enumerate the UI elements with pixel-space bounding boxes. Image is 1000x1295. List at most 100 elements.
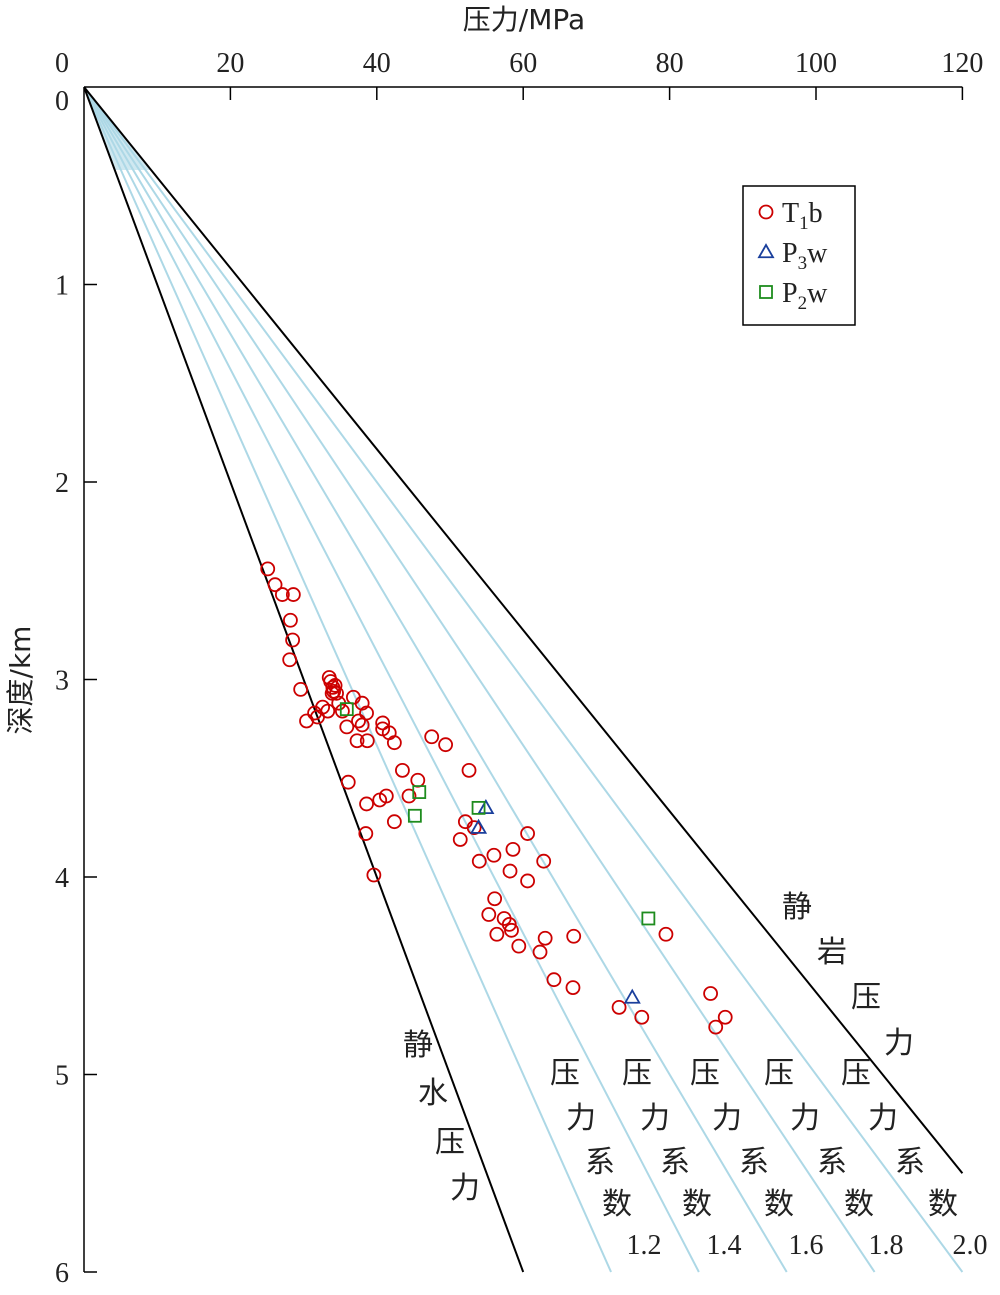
data-point-T1b xyxy=(438,737,454,753)
y-tick-label-0: 0 xyxy=(55,86,69,117)
lithostatic-label-char: 岩 xyxy=(817,935,847,970)
data-point-P3w xyxy=(623,988,641,1004)
coefficient-line-1.8 xyxy=(84,86,876,1273)
legend-label-P2w: P2w xyxy=(782,278,828,314)
coefficient-line-1.6 xyxy=(84,86,788,1273)
data-point-T1b xyxy=(267,577,283,593)
y-tick-label: 6 xyxy=(55,1258,69,1289)
data-point-T1b xyxy=(717,1009,733,1025)
coefficient-value-label: 1.6 xyxy=(789,1230,824,1261)
data-point-T1b xyxy=(566,928,582,944)
x-tick-label: 80 xyxy=(656,48,684,79)
x-tick-label: 20 xyxy=(216,48,244,79)
data-point-T1b xyxy=(504,922,519,938)
x-tick-label: 0 xyxy=(55,48,69,79)
coefficient-label-char: 数 xyxy=(844,1187,874,1222)
data-point-T1b xyxy=(487,891,503,907)
y-axis-title: 深度/km xyxy=(4,626,37,735)
data-point-T1b xyxy=(565,980,581,995)
x-tick-label: 100 xyxy=(795,48,837,79)
data-point-T1b xyxy=(324,685,340,701)
coefficient-label-char: 压 xyxy=(690,1056,720,1091)
coefficient-label-char: 系 xyxy=(585,1145,615,1180)
data-point-T1b xyxy=(293,681,309,697)
coefficient-label-char: 系 xyxy=(739,1145,769,1180)
coefficient-label-char: 力 xyxy=(712,1101,742,1136)
legend-label-P3w: P3w xyxy=(782,238,828,274)
hydrostatic-label-char: 力 xyxy=(450,1171,480,1206)
coefficient-line-1.4 xyxy=(84,86,700,1273)
y-tick-label: 2 xyxy=(55,468,69,499)
y-tick-label: 1 xyxy=(55,271,69,302)
data-point-T1b xyxy=(461,762,477,778)
coefficient-value-label: 1.2 xyxy=(627,1230,662,1261)
data-point-P2w xyxy=(641,911,656,926)
coefficient-value-label: 1.4 xyxy=(707,1230,742,1261)
data-point-T1b xyxy=(349,733,365,749)
legend-marker-T1b xyxy=(758,204,774,220)
reference-lines-layer xyxy=(84,86,964,1273)
data-point-T1b xyxy=(274,587,290,602)
x-tick-label: 60 xyxy=(509,48,537,79)
data-point-T1b xyxy=(327,678,343,693)
coefficient-label-char: 系 xyxy=(895,1145,925,1180)
data-point-T1b xyxy=(410,772,426,788)
data-point-T1b xyxy=(326,683,342,699)
data-point-T1b xyxy=(505,841,521,857)
coefficient-label-char: 数 xyxy=(928,1187,958,1222)
coefficient-label-char: 力 xyxy=(566,1101,596,1136)
data-point-T1b xyxy=(340,774,356,790)
data-point-T1b xyxy=(285,587,301,602)
legend-label-T1b: T1b xyxy=(782,198,823,234)
data-point-P2w xyxy=(339,702,354,717)
hydrostatic-label-char: 水 xyxy=(418,1076,448,1111)
data-point-T1b xyxy=(283,612,298,628)
legend-marker-P2w xyxy=(759,285,773,299)
data-point-T1b xyxy=(282,652,298,668)
data-point-T1b xyxy=(471,853,487,869)
coefficient-line-2.0 xyxy=(84,86,964,1273)
data-points-layer xyxy=(260,561,733,1035)
data-point-T1b xyxy=(285,632,301,648)
coefficient-line-1.2 xyxy=(84,86,612,1273)
data-point-T1b xyxy=(546,972,562,988)
coefficient-label-char: 压 xyxy=(764,1056,794,1091)
coefficient-label-char: 系 xyxy=(817,1145,847,1180)
data-point-T1b xyxy=(511,938,527,954)
data-point-P2w xyxy=(471,800,486,815)
y-tick-label: 4 xyxy=(55,863,69,894)
lithostatic-label-char: 力 xyxy=(884,1026,914,1061)
legend-marker-P3w xyxy=(757,243,775,259)
data-point-T1b xyxy=(424,729,440,745)
legend: T1b P3w P2w xyxy=(742,185,856,326)
data-point-T1b xyxy=(351,713,366,729)
data-point-T1b xyxy=(502,863,518,879)
data-point-T1b xyxy=(532,944,548,960)
data-point-T1b xyxy=(466,820,482,836)
data-point-T1b xyxy=(366,867,382,883)
data-point-T1b xyxy=(481,907,497,922)
data-point-P2w xyxy=(407,808,422,823)
data-point-T1b xyxy=(489,926,505,942)
data-point-T1b xyxy=(537,930,553,946)
data-point-T1b xyxy=(358,826,374,841)
data-point-T1b xyxy=(354,695,370,711)
data-point-T1b xyxy=(334,703,350,719)
coefficient-label-char: 力 xyxy=(790,1101,820,1136)
hydrostatic-line xyxy=(84,86,525,1273)
coefficient-label-char: 压 xyxy=(550,1056,580,1091)
data-point-T1b xyxy=(307,705,322,721)
data-point-T1b xyxy=(401,788,417,804)
x-axis-title: 压力/MPa xyxy=(463,3,585,36)
data-point-T1b xyxy=(378,788,394,804)
data-point-T1b xyxy=(260,561,276,577)
data-point-T1b xyxy=(386,814,402,830)
coefficient-label-char: 系 xyxy=(660,1145,690,1180)
data-point-T1b xyxy=(339,719,355,735)
data-point-T1b xyxy=(395,762,410,778)
data-point-T1b xyxy=(520,826,535,841)
data-point-T1b xyxy=(354,717,370,733)
data-point-T1b xyxy=(634,1009,650,1025)
data-point-T1b xyxy=(520,873,535,889)
